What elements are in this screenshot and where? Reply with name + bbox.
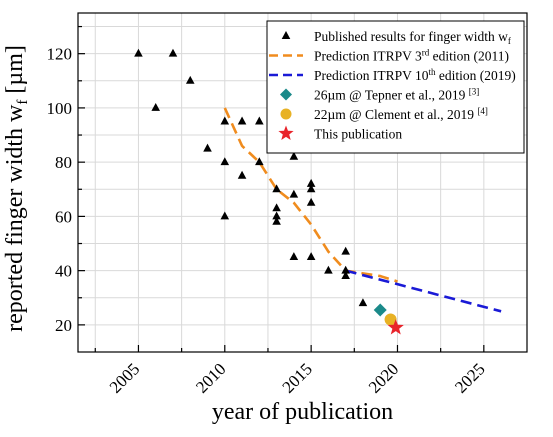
legend-label-this-publication: This publication bbox=[314, 127, 402, 142]
y-tick-label: 100 bbox=[47, 99, 73, 118]
published-point bbox=[289, 151, 299, 160]
published-point bbox=[341, 265, 350, 274]
legend-label-clement: 22µm @ Clement et al., 2019 [4] bbox=[314, 106, 488, 122]
published-point bbox=[272, 211, 281, 220]
legend-label-itrpv3: Prediction ITRPV 3rd edition (2011) bbox=[314, 48, 509, 64]
published-point bbox=[324, 265, 333, 274]
legend-label-superscript: [3] bbox=[469, 87, 480, 97]
published-point bbox=[220, 157, 230, 166]
published-point bbox=[358, 298, 368, 307]
published-point bbox=[168, 48, 178, 57]
legend-symbol-published bbox=[281, 31, 291, 39]
legend-label-subscript: f bbox=[508, 36, 511, 46]
x-tick-label: 2025 bbox=[451, 359, 488, 396]
clement-point bbox=[384, 313, 397, 326]
published-point bbox=[151, 102, 161, 111]
legend-symbol-clement bbox=[280, 108, 292, 120]
legend-label-text: This publication bbox=[314, 127, 402, 142]
x-tick-label: 2015 bbox=[279, 359, 316, 396]
legend-label-itrpv10: Prediction ITRPV 10th edition (2019) bbox=[314, 67, 516, 83]
legend-label-text: 26µm @ Tepner et al., 2019 bbox=[314, 88, 469, 103]
published-point bbox=[289, 252, 299, 261]
published-point bbox=[272, 203, 281, 212]
y-tick-label: 40 bbox=[55, 262, 72, 281]
x-tick-label: 2020 bbox=[365, 359, 402, 396]
published-point bbox=[203, 143, 212, 152]
legend-label-tepner: 26µm @ Tepner et al., 2019 [3] bbox=[314, 87, 479, 103]
y-tick-label: 20 bbox=[55, 316, 72, 335]
legend-label-text: Published results for finger width w bbox=[314, 29, 508, 44]
legend-label-tail: edition (2019) bbox=[436, 68, 516, 83]
published-point bbox=[255, 116, 264, 125]
itrpv10-line bbox=[345, 269, 502, 313]
y-tick-label: 60 bbox=[55, 207, 72, 226]
legend-label-text: 22µm @ Clement et al., 2019 bbox=[314, 107, 477, 122]
published-point bbox=[272, 184, 281, 193]
legend-label-superscript: th bbox=[429, 67, 437, 77]
published-point bbox=[341, 271, 350, 280]
legend-box bbox=[266, 20, 525, 154]
y-axis-title-subscript: f bbox=[15, 100, 31, 105]
published-point bbox=[306, 178, 316, 187]
legend-label-superscript: [4] bbox=[477, 106, 488, 116]
published-point bbox=[289, 189, 299, 198]
y-axis-title-main: reported finger width w bbox=[2, 104, 28, 332]
published-point bbox=[341, 246, 350, 255]
legend: Published results for finger width wf Pre… bbox=[266, 20, 525, 154]
published-point bbox=[255, 157, 264, 166]
legend-label-published: Published results for finger width wf bbox=[314, 29, 511, 46]
tepner-point bbox=[373, 303, 387, 317]
itrpv3-line bbox=[223, 107, 398, 283]
x-axis-title: year of publication bbox=[212, 399, 393, 425]
legend-label-text: Prediction ITRPV 3 bbox=[314, 49, 422, 64]
y-tick-label: 80 bbox=[55, 153, 72, 172]
legend-label-tail: edition (2011) bbox=[429, 49, 509, 64]
legend-label-superscript: rd bbox=[422, 48, 430, 58]
y-axis-title: reported finger width wf [µm] bbox=[2, 45, 31, 332]
y-tick-label: 120 bbox=[47, 45, 73, 64]
legend-symbol-this-publication bbox=[278, 125, 294, 140]
published-point bbox=[272, 216, 281, 225]
published-point bbox=[220, 116, 230, 125]
legend-label-text: Prediction ITRPV 10 bbox=[314, 68, 429, 83]
x-tick-label: 2005 bbox=[106, 359, 143, 396]
published-point bbox=[306, 197, 316, 206]
published-point bbox=[134, 48, 143, 57]
plot-area bbox=[134, 48, 502, 335]
published-point bbox=[306, 184, 316, 193]
x-tick-label: 2010 bbox=[192, 359, 229, 396]
this-publication-point bbox=[387, 319, 404, 335]
published-point bbox=[220, 211, 230, 220]
published-point bbox=[306, 252, 316, 261]
published-point bbox=[237, 116, 247, 125]
published-point bbox=[185, 75, 195, 84]
published-point bbox=[237, 170, 247, 179]
y-axis-title-unit: [µm] bbox=[2, 45, 28, 99]
plot-frame bbox=[77, 12, 528, 353]
legend-symbol-tepner bbox=[280, 88, 292, 101]
